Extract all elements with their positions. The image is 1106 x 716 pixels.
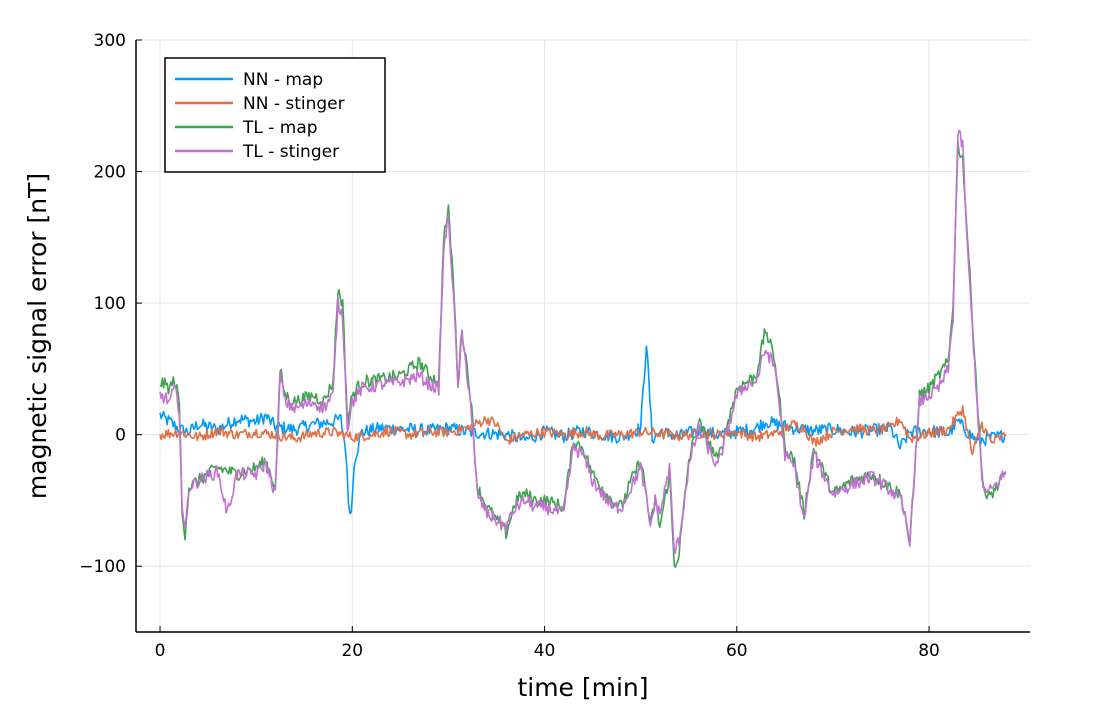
- x-tick-label: 80: [918, 641, 940, 661]
- y-axis-title: magnetic signal error [nT]: [23, 173, 52, 499]
- y-tick-label: 0: [115, 426, 126, 446]
- y-tick-label: 100: [94, 294, 126, 314]
- series-lines: [159, 129, 1007, 569]
- y-tick-label: 300: [94, 31, 126, 51]
- legend: NN - map NN - stinger TL - map TL - stinger: [164, 57, 386, 173]
- x-tick-label: 60: [726, 641, 748, 661]
- series-line-nn-map: [159, 345, 1007, 515]
- legend-label: TL - map: [242, 118, 318, 138]
- axes: [135, 39, 1030, 633]
- series-line-tl-map: [159, 140, 1007, 569]
- series-line-nn-stinger: [159, 405, 1007, 456]
- legend-label: TL - stinger: [242, 142, 339, 162]
- legend-label: NN - stinger: [243, 94, 345, 114]
- x-tick-label: 0: [155, 641, 166, 661]
- tick-labels: 0 20 40 60 80 −100 0 100 200 300: [79, 31, 940, 661]
- y-tick-label: 200: [94, 163, 126, 183]
- x-tick-label: 40: [534, 641, 556, 661]
- legend-label: NN - map: [243, 70, 323, 90]
- series-line-tl-stinger: [159, 129, 1007, 554]
- x-tick-label: 20: [341, 641, 363, 661]
- y-tick-label: −100: [79, 557, 126, 577]
- x-axis-title: time [min]: [517, 673, 648, 702]
- legend-box: [164, 57, 386, 173]
